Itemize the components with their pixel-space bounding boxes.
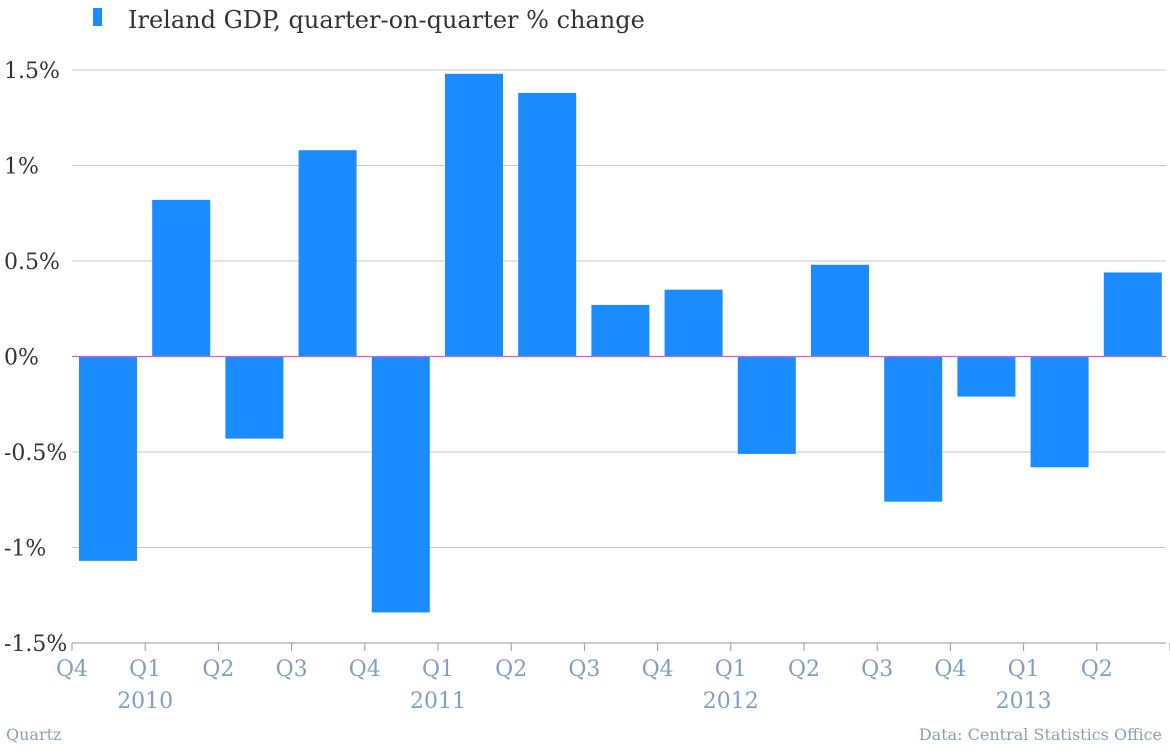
x-tick-label: Q1: [129, 657, 161, 682]
x-tick-label: Q2: [1081, 657, 1113, 682]
x-tick-label: Q1: [715, 657, 747, 682]
bar: [811, 264, 869, 357]
x-tick-label: Q2: [202, 657, 234, 682]
bar: [298, 150, 357, 357]
footer-source: Data: Central Statistics Office: [919, 725, 1162, 744]
bars: [79, 73, 1162, 613]
bar: [1030, 356, 1089, 468]
legend-label: Ireland GDP, quarter-on-quarter % change: [128, 6, 645, 34]
x-tick-label: Q4: [934, 657, 966, 682]
bar: [591, 304, 650, 357]
x-tick-label: Q2: [788, 657, 820, 682]
y-tick-label: 1.5%: [4, 59, 60, 84]
y-tick-label: 0.5%: [4, 250, 60, 275]
bar: [152, 199, 211, 357]
x-tick-label: Q3: [861, 657, 893, 682]
bar: [518, 92, 577, 357]
bar: [664, 289, 723, 357]
bar: [1103, 272, 1162, 357]
x-year-label: 2013: [996, 689, 1052, 714]
y-tick-label: 1%: [4, 155, 39, 180]
bar: [79, 356, 137, 561]
y-tick-label: -0.5%: [4, 441, 67, 466]
legend-swatch: [93, 8, 102, 26]
bar: [884, 356, 943, 502]
x-tick-label: Q2: [495, 657, 527, 682]
x-tick-label: Q1: [1008, 657, 1040, 682]
bar: [445, 73, 503, 357]
y-tick-label: -1%: [4, 537, 46, 562]
x-tick-label: Q4: [642, 657, 674, 682]
x-tick-label: Q1: [422, 657, 454, 682]
x-year-label: 2011: [410, 689, 466, 714]
legend: Ireland GDP, quarter-on-quarter % change: [93, 6, 645, 34]
x-year-label: 2010: [117, 689, 173, 714]
x-tick-label: Q4: [56, 657, 88, 682]
bar: [737, 356, 796, 454]
footer-brand: Quartz: [6, 725, 61, 744]
bar: [957, 356, 1016, 397]
x-tick-label: Q4: [349, 657, 381, 682]
axes: 1.5%1%0.5%0%-0.5%-1%-1.5%Q4 Q1 Q2 Q3 Q4 Q1 Q2 Q…: [4, 59, 1170, 714]
y-tick-label: 0%: [4, 346, 39, 371]
bar: [225, 356, 284, 439]
x-tick-label: Q3: [276, 657, 308, 682]
x-year-label: 2012: [703, 689, 759, 714]
x-tick-label: Q3: [568, 657, 600, 682]
y-tick-label: -1.5%: [4, 632, 67, 657]
bar: [371, 356, 430, 613]
